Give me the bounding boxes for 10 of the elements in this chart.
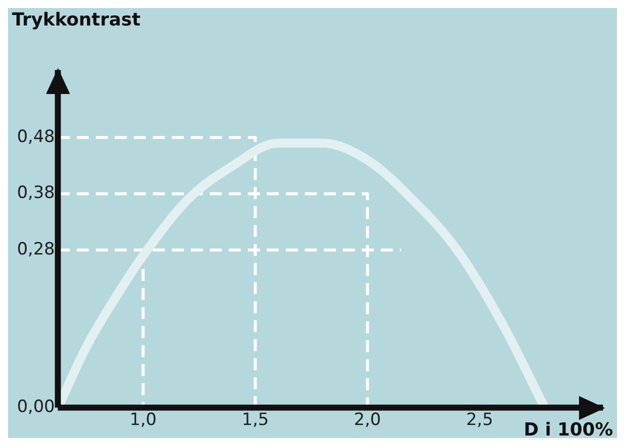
- y-axis-title: Trykkontrast: [12, 10, 141, 31]
- x-tick-label: 2,5: [466, 410, 494, 430]
- y-tick-label: 0,00: [16, 397, 55, 418]
- x-tick-label: 1,0: [130, 410, 157, 430]
- y-tick-label: 0,28: [16, 239, 55, 260]
- x-axis-title: D i 100%: [524, 419, 613, 440]
- x-tick-label: 1,5: [242, 410, 269, 430]
- y-tick-label: 0,38: [16, 183, 55, 204]
- y-tick-label: 0,48: [16, 126, 55, 147]
- x-tick-label: 2,0: [354, 410, 381, 430]
